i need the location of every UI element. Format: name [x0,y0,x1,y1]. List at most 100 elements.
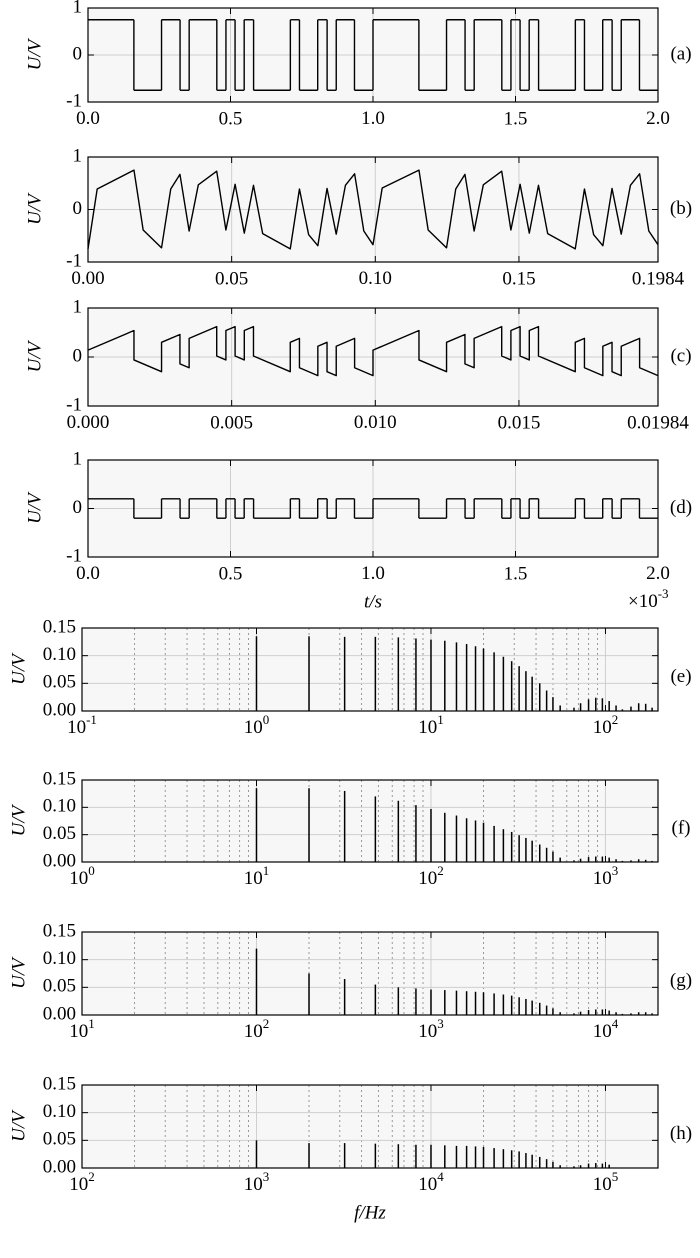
x-tick-label-base: 10 [244,868,263,889]
x-tick-label: 1.5 [504,108,528,129]
x-tick-label-exponent: 1 [437,712,444,727]
x-tick-label: 105 [593,1169,619,1195]
x-offset-base: ×10 [628,591,658,612]
x-tick-label-base: 0.010 [354,412,397,433]
x-tick-label: 104 [593,1016,619,1042]
x-tick-label-exponent: 5 [612,1169,619,1184]
x-tick-label-base: 10 [593,1021,612,1042]
y-tick-label: 0.10 [43,948,76,969]
x-tick-label: 101 [418,712,444,738]
y-tick-label: 0.15 [43,768,76,789]
x-tick-label-base: 10 [244,1021,263,1042]
plot-frame [87,307,659,407]
x-tick-label-exponent: 4 [437,1169,444,1184]
y-tick-label: 0.10 [43,796,76,817]
x-tick-label: 102 [593,712,619,738]
x-tick-label-base: 2.0 [646,563,670,584]
panel-label: (c) [670,345,691,366]
x-tick-label-base: 10 [244,1174,263,1195]
x-tick-label-base: 10 [67,717,86,738]
plot-frame [81,627,659,712]
x-tick-label-exponent: 2 [88,1169,95,1184]
x-tick-label-exponent: 0 [263,712,270,727]
waveform-line [87,325,659,377]
x-tick-label: 0.0 [76,108,100,129]
x-tick-label-base: 0.00 [71,268,104,289]
x-tick-label: 2.0 [646,108,670,129]
plot-frame [81,1084,659,1169]
x-tick-label: 102 [244,1016,270,1042]
y-axis-label: U/V [24,339,45,372]
x-offset-exponent: -3 [658,586,669,601]
x-tick-label: 0.00 [71,268,104,289]
plot-frame [87,459,659,558]
y-axis-label: U/V [8,803,29,836]
x-tick-label-base: 10 [69,868,88,889]
y-tick-label: -1 [66,545,82,566]
x-tick-label: 0.15 [502,268,535,289]
y-tick-label: 0.15 [43,920,76,941]
x-tick-label: 0.0 [76,563,100,584]
y-axis-label: U/V [8,1109,29,1142]
x-tick-label-base: 10 [418,868,437,889]
plot-frame [87,156,659,263]
x-tick-label-exponent: 4 [612,1016,619,1031]
x-tick-label: 0.01984 [627,412,689,433]
x-tick-label: 100 [69,863,95,889]
x-tick-label-base: 1.0 [361,108,385,129]
x-tick-label-base: 10 [418,717,437,738]
y-tick-label: 0.15 [43,616,76,637]
y-tick-label: -1 [66,394,82,415]
x-tick-label: 0.015 [498,412,541,433]
x-tick-label-base: 10 [69,1174,88,1195]
x-tick-label-base: 1.0 [361,563,385,584]
x-tick-label: 1.0 [361,108,385,129]
x-tick-label-exponent: 2 [263,1016,270,1031]
plot-background [82,932,658,1015]
y-axis-label: U/V [8,652,29,685]
panel-label: (b) [670,198,692,219]
y-tick-label: 1 [73,448,83,469]
x-tick-label: 0.5 [219,563,243,584]
y-tick-label: 1 [73,145,83,166]
y-axis-label: U/V [24,491,45,524]
x-tick-label-exponent: 3 [263,1169,270,1184]
panel-label: (f) [672,817,691,838]
x-tick-label-exponent: 1 [263,863,270,878]
waveform-line [87,169,659,250]
x-tick-label-exponent: 2 [437,863,444,878]
plot-frame [81,931,659,1016]
x-tick-label-base: 10 [418,1174,437,1195]
y-tick-label: 0 [73,198,83,219]
x-tick-label-exponent: 3 [437,1016,444,1031]
x-tick-label: 102 [69,1169,95,1195]
y-tick-label: 0.00 [43,699,76,720]
y-tick-label: 0.10 [43,644,76,665]
y-tick-label: -1 [66,250,82,271]
y-tick-label: 0.05 [43,1129,76,1150]
x-tick-label-base: 2.0 [646,108,670,129]
x-tick-label-base: 10 [593,717,612,738]
x-tick-label: 0.010 [354,412,397,433]
panel-label: (d) [670,497,692,518]
x-tick-label-base: 10 [69,1021,88,1042]
x-tick-label-exponent: 1 [88,1016,95,1031]
x-tick-label: 104 [418,1169,444,1195]
x-tick-label: 1.5 [504,563,528,584]
plot-background [82,780,658,862]
x-tick-label: 0.5 [219,108,243,129]
y-tick-label: 1 [73,0,83,17]
x-tick-label: 0.10 [359,268,392,289]
y-tick-label: 0.15 [43,1073,76,1094]
y-tick-label: 0.10 [43,1101,76,1122]
x-tick-label-base: 10 [593,868,612,889]
plot-frame [87,7,659,103]
x-tick-label: 2.0 [646,563,670,584]
y-axis-label: U/V [24,37,45,70]
y-tick-label: 0 [73,497,83,518]
x-tick-label-exponent: -1 [86,712,97,727]
x-tick-label-exponent: 3 [612,863,619,878]
y-tick-label: 0.05 [43,672,76,693]
